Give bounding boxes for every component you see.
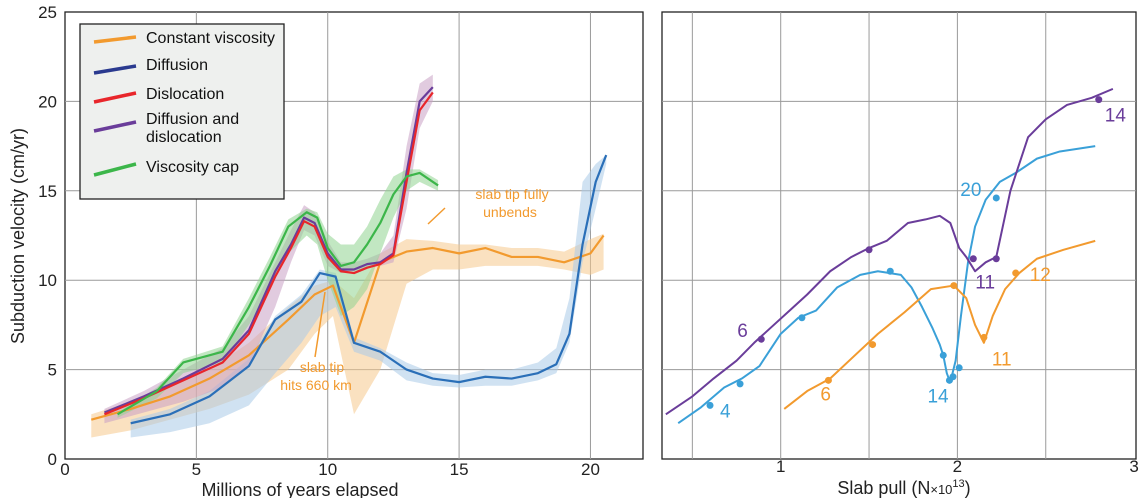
left-y-tick-label: 15: [38, 182, 57, 201]
right-point-both_right: [1095, 96, 1103, 104]
right-xlabel-suffix: ): [965, 478, 971, 498]
right-point-label: 4: [720, 401, 731, 422]
right-line-constant_right: [783, 239, 1096, 410]
legend-label-cap: Viscosity cap: [146, 159, 239, 176]
annotation-slab-unbends: slab tip fully unbends: [427, 186, 549, 225]
legend-swatch-both: [93, 120, 137, 133]
legend-label-constant: Constant viscosity: [146, 30, 275, 47]
right-x-tick-label: 1: [776, 457, 785, 476]
left-y-tick-label: 20: [38, 92, 57, 111]
right-x-tick-label: 3: [1129, 457, 1138, 476]
right-point-diffusion_right: [955, 364, 963, 372]
left-y-tick-label: 5: [48, 361, 57, 380]
line-cap: [116, 171, 439, 416]
left-x-axis-label: Millions of years elapsed: [201, 480, 398, 498]
legend-swatch-dislocation: [93, 91, 137, 104]
legend-label-dislocation: Dislocation: [146, 86, 224, 103]
right-point-constant_right: [980, 333, 988, 341]
line-dislocation: [103, 91, 434, 416]
band-diffusion: [130, 155, 607, 438]
right-point-constant_right: [950, 282, 958, 290]
right-point-label: 14: [927, 386, 949, 407]
left-y-tick-label: 0: [48, 450, 57, 469]
right-point-diffusion_right: [798, 314, 806, 322]
legend-swatch-constant: [93, 35, 137, 44]
legend-label-diffusion: Diffusion: [146, 57, 208, 74]
right-tick-labels: 1 2 3: [776, 457, 1139, 476]
annotation-660-line2: hits 660 km: [280, 377, 352, 393]
left-x-tick-label: 0: [60, 460, 69, 479]
right-point-constant_right: [869, 341, 877, 349]
right-x-tick-label: 2: [953, 457, 962, 476]
right-point-both_right: [969, 255, 977, 263]
left-x-tick-label: 10: [318, 460, 337, 479]
right-point-diffusion_right: [939, 351, 947, 359]
right-xlabel-times: ×10: [930, 482, 952, 497]
left-x-tick-label: 20: [581, 460, 600, 479]
left-chart-panel: 0 5 10 15 20 0 5 10 15 20 25 Millions of years ela…: [8, 3, 644, 498]
right-point-diffusion_right: [992, 194, 1000, 202]
legend: Constant viscosity Diffusion Dislocation…: [79, 23, 285, 200]
right-point-label: 6: [737, 321, 748, 342]
right-line-diffusion_right: [677, 145, 1096, 425]
right-point-diffusion_right: [886, 267, 894, 275]
annotation-660-line1: slab tip: [300, 359, 345, 375]
right-point-constant_right: [824, 376, 832, 384]
annotation-unbends-line1: slab tip fully: [475, 186, 548, 202]
right-plot-frame: [661, 11, 1137, 460]
annotation-unbends-pointer: [427, 207, 446, 225]
left-tick-labels: 0 5 10 15 20 0 5 10 15 20 25: [38, 3, 600, 479]
right-point-label: 14: [1105, 106, 1127, 127]
left-x-tick-label: 15: [450, 460, 469, 479]
left-y-tick-label: 25: [38, 3, 57, 22]
right-point-diffusion_right: [949, 373, 957, 381]
legend-swatch-cap: [93, 162, 137, 177]
left-y-tick-label: 10: [38, 271, 57, 290]
band-cap: [117, 169, 439, 418]
left-uncertainty-bands: [91, 74, 607, 438]
right-grid: [662, 12, 1136, 459]
legend-swatch-diffusion: [93, 64, 137, 75]
annotation-slab-660: slab tip hits 660 km: [280, 291, 352, 393]
right-point-both_right: [865, 246, 873, 254]
right-series-lines: 4 14 20 6 12 11 6 11 14: [665, 87, 1127, 425]
right-xlabel-prefix: Slab pull (N: [837, 478, 930, 498]
left-y-axis-label: Subduction velocity (cm/yr): [8, 128, 28, 344]
right-point-both_right: [992, 255, 1000, 263]
right-point-diffusion_right: [736, 380, 744, 388]
right-point-both_right: [757, 335, 765, 343]
line-diffusion: [130, 154, 608, 425]
right-point-constant_right: [1012, 269, 1020, 277]
right-point-diffusion_right: [706, 401, 714, 409]
right-point-label: 20: [960, 180, 981, 201]
right-xlabel-exponent: 13: [952, 478, 964, 490]
annotation-unbends-line2: unbends: [483, 204, 537, 220]
legend-label-both-2: dislocation: [146, 129, 222, 146]
right-point-label: 12: [1030, 265, 1051, 286]
right-point-label: 11: [992, 349, 1012, 370]
right-point-label: 11: [975, 273, 995, 294]
right-point-label: 6: [820, 384, 831, 405]
left-x-tick-label: 5: [192, 460, 201, 479]
legend-label-both-1: Diffusion and: [146, 111, 239, 128]
annotation-660-pointer: [314, 291, 326, 358]
left-series-lines: [90, 86, 608, 425]
right-x-axis-label: Slab pull (N×1013): [837, 478, 970, 498]
